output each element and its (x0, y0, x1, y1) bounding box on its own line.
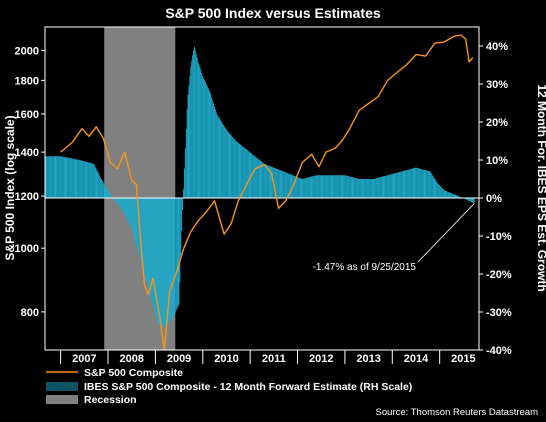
x-tick-label: 2012 (309, 353, 333, 365)
annotation-leader (417, 203, 475, 263)
right-tick-label: -40% (486, 345, 512, 357)
left-tick-label: 1600 (15, 109, 39, 121)
left-tick-label: 1200 (15, 191, 39, 203)
sp500-line (60, 34, 474, 351)
legend: S&P 500 Composite IBES S&P 500 Composite … (46, 367, 412, 406)
legend-label-recession: Recession (84, 394, 137, 406)
legend-swatch-eps (46, 382, 78, 391)
x-tick-label: 2013 (356, 353, 380, 365)
right-tick-label: 20% (486, 117, 508, 129)
left-tick-label: 1000 (15, 243, 39, 255)
x-tick-label: 2010 (214, 353, 238, 365)
legend-swatch-recession (46, 395, 78, 404)
left-axis-title: S&P 500 Index (log scale) (3, 115, 17, 260)
plot-area: 800 1000 1200 1400 1600 1800 2000 40% 30% 20% 10% 0… (15, 26, 512, 365)
left-tick-label: 1400 (15, 147, 39, 159)
right-tick-label: 30% (486, 79, 508, 91)
left-tick-label: 2000 (15, 45, 39, 57)
x-tick-label: 2011 (262, 353, 286, 365)
legend-label-eps: IBES S&P 500 Composite - 12 Month Forwar… (84, 381, 412, 393)
x-tick-label: 2009 (167, 353, 191, 365)
eps-growth-series (44, 46, 475, 327)
left-tick-label: 800 (21, 307, 39, 319)
left-tick-label: 1800 (15, 75, 39, 87)
right-tick-label: 0% (486, 193, 502, 205)
legend-label-sp500: S&P 500 Composite (84, 367, 183, 379)
x-tick-label: 2014 (404, 353, 429, 365)
plot-frame (44, 26, 480, 351)
right-tick-label: 10% (486, 155, 508, 167)
right-tick-label: -30% (486, 307, 512, 319)
chart-title: S&P 500 Index versus Estimates (165, 5, 381, 21)
right-tick-label: 40% (486, 41, 508, 53)
right-tick-label: -20% (486, 269, 512, 281)
x-tick-label: 2008 (119, 353, 143, 365)
x-tick-label: 2007 (72, 353, 96, 365)
annotation-label: -1.47% as of 9/25/2015 (313, 262, 417, 273)
right-tick-label: -10% (486, 231, 512, 243)
right-axis-title: 12 Month For. IBES EPS Est. Growth (535, 84, 546, 291)
x-tick-label: 2015 (451, 353, 475, 365)
source-note: Source: Thomson Reuters Datastream (376, 407, 539, 418)
